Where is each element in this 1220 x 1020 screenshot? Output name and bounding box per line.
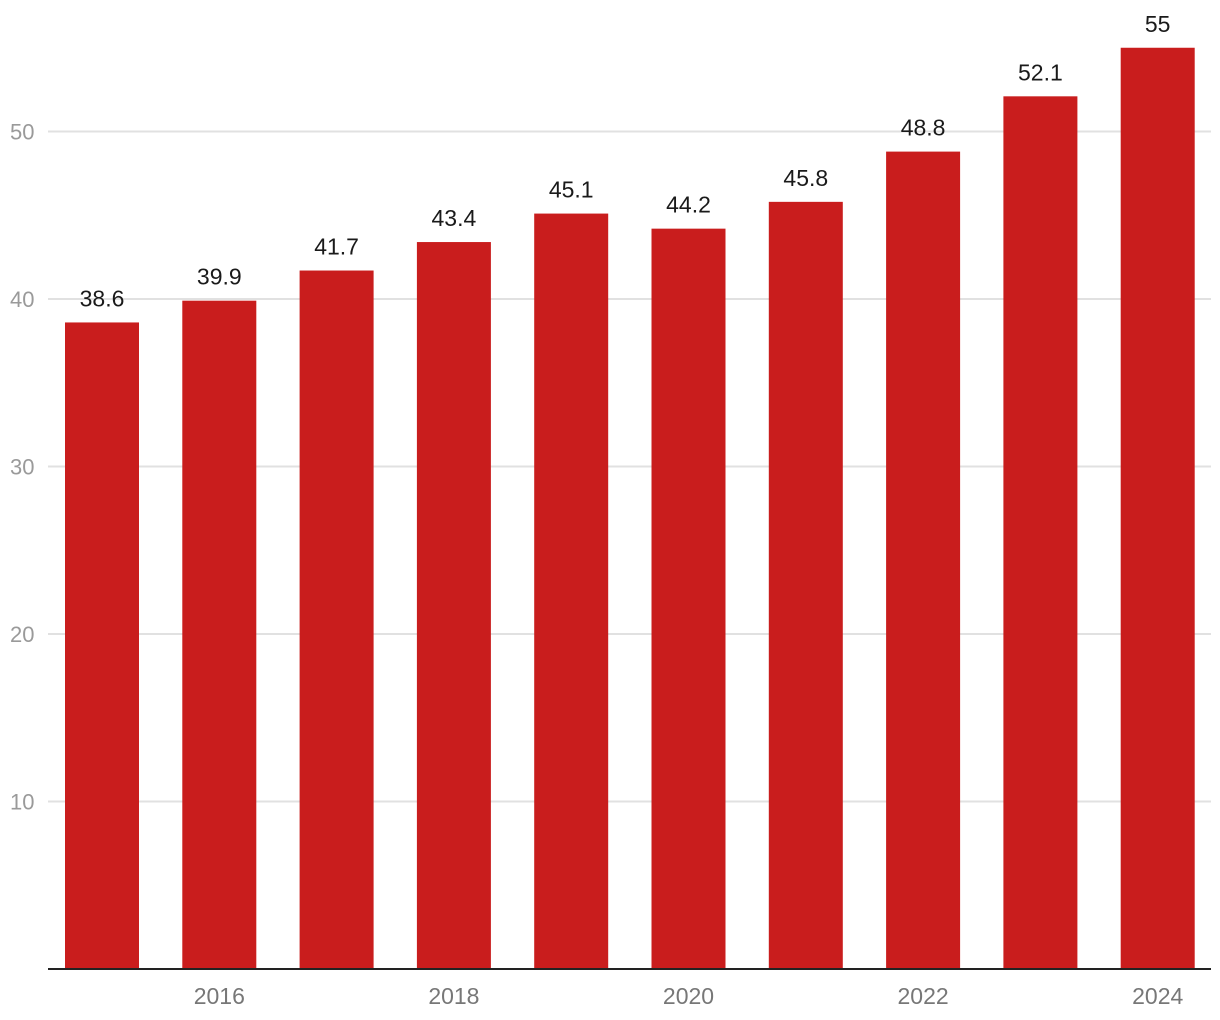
bar-value-label: 39.9 (197, 264, 242, 290)
x-tick-label: 2018 (428, 983, 479, 1009)
x-axis-ticks: 2016 2018 2020 2022 2024 (194, 983, 1184, 1009)
bar-2024 (1120, 47, 1195, 969)
y-tick-label: 40 (10, 287, 34, 312)
bar-value-label: 41.7 (314, 234, 359, 260)
bar-2022 (886, 151, 961, 970)
y-axis-ticks: 10 20 30 40 50 (10, 120, 34, 815)
bar-value-label: 44.2 (666, 192, 711, 218)
x-tick-label: 2024 (1132, 983, 1183, 1009)
bar-2023 (1003, 96, 1078, 969)
x-tick-label: 2022 (898, 983, 949, 1009)
bar-value-label: 43.4 (432, 205, 477, 231)
bar-value-label: 48.8 (901, 115, 946, 141)
bar-2021 (768, 201, 843, 970)
y-tick-label: 30 (10, 455, 34, 480)
bar-2018 (416, 242, 491, 970)
bar-2019 (534, 213, 609, 969)
bar-value-label: 52.1 (1018, 59, 1063, 85)
bar-value-labels: 38.6 39.9 41.7 43.4 45.1 44.2 45.8 48.8 52.1 55 (80, 11, 1171, 312)
bars (65, 47, 1195, 970)
y-tick-label: 20 (10, 622, 34, 647)
bar-value-label: 45.8 (783, 165, 828, 191)
bar-value-label: 38.6 (80, 285, 125, 311)
y-tick-label: 50 (10, 120, 34, 145)
bar-2017 (299, 270, 374, 969)
bar-2020 (651, 228, 726, 969)
bar-2016 (182, 300, 257, 969)
y-tick-label: 10 (10, 790, 34, 815)
x-tick-label: 2016 (194, 983, 245, 1009)
bar-2015 (65, 322, 139, 969)
bar-value-label: 45.1 (549, 177, 594, 203)
bar-value-label: 55 (1145, 11, 1171, 37)
x-tick-label: 2020 (663, 983, 714, 1009)
